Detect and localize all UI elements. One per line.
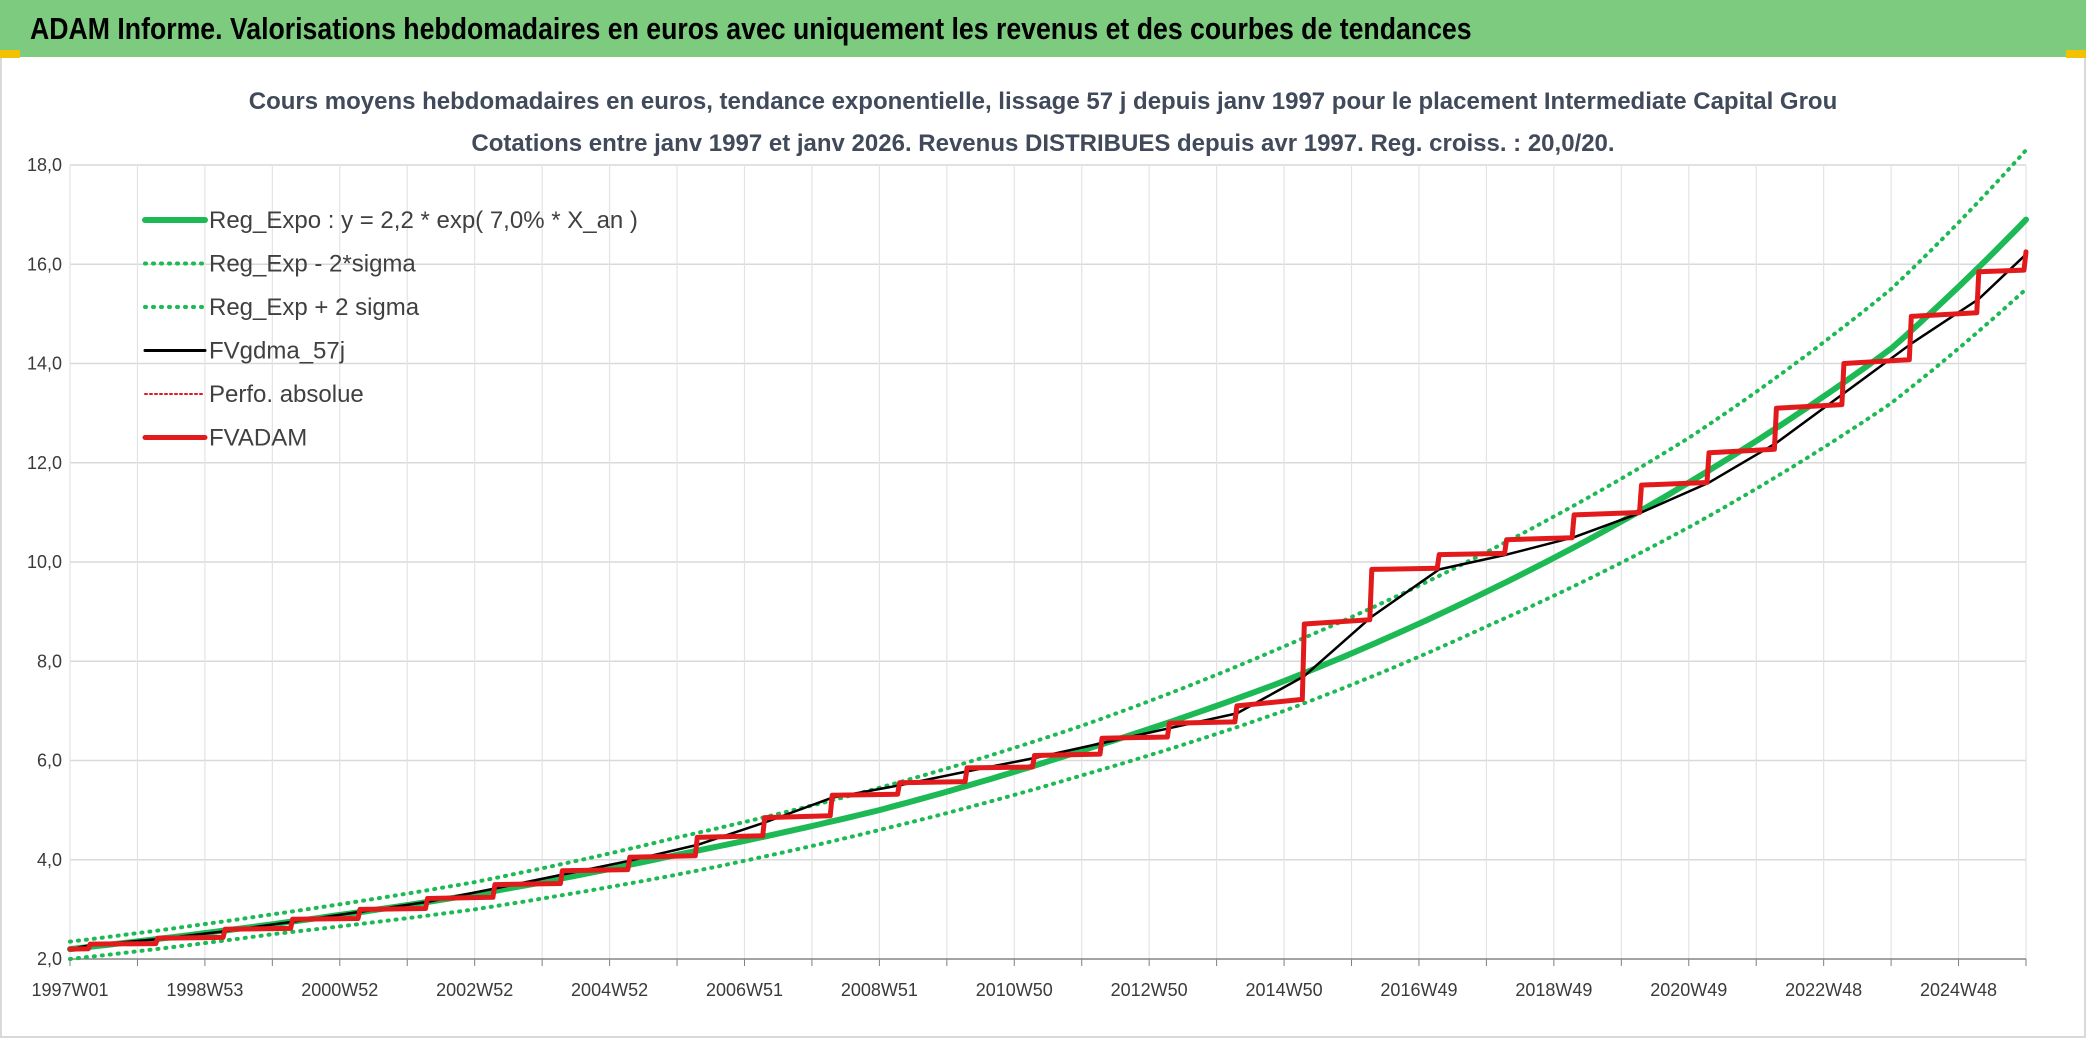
chart-svg: Cours moyens hebdomadaires en euros, ten… [27, 88, 2029, 1000]
legend: Reg_Expo : y = 2,2 * exp( 7,0% * X_an ) R… [142, 207, 638, 452]
chart-subtitle: Cotations entre janv 1997 et janv 2026. … [471, 130, 1614, 157]
legend-label: Reg_Expo : y = 2,2 * exp( 7,0% * X_an ) [209, 207, 638, 234]
x-tick-label: 2004W52 [571, 980, 648, 1000]
x-tick-label: 2024W48 [1920, 980, 1997, 1000]
axis-layer: 2,0 4,0 6,0 8,0 10,0 12,0 14,0 16,0 18,0 1997W01 1… [27, 155, 2027, 1000]
series-line-4 [69, 250, 2027, 951]
series-layer [67, 148, 2029, 961]
y-tick-label: 18,0 [27, 155, 62, 175]
header-accent-left [0, 50, 20, 58]
x-tick-label: 2002W52 [436, 980, 513, 1000]
series-line-0 [67, 216, 2029, 953]
y-tick-label: 2,0 [37, 949, 62, 969]
header-bar: ADAM Informe. Valorisations hebdomadaire… [0, 0, 2086, 57]
x-tick-label: 2018W49 [1515, 980, 1592, 1000]
x-tick-label: 2008W51 [841, 980, 918, 1000]
x-tick-label: 1997W01 [31, 980, 108, 1000]
header-accent-right [2066, 50, 2086, 58]
y-tick-label: 12,0 [27, 453, 62, 473]
grid-layer [69, 164, 2027, 960]
legend-label: FVgdma_57j [209, 338, 345, 365]
chart-title: Cours moyens hebdomadaires en euros, ten… [249, 88, 1838, 115]
x-tick-label: 2012W50 [1111, 980, 1188, 1000]
x-tick-label: 1998W53 [166, 980, 243, 1000]
legend-label: Reg_Exp + 2 sigma [209, 294, 420, 321]
x-tick-label: 2006W51 [706, 980, 783, 1000]
x-tick-label: 2010W50 [976, 980, 1053, 1000]
y-tick-label: 6,0 [37, 751, 62, 771]
y-tick-label: 14,0 [27, 354, 62, 374]
x-tick-label: 2016W49 [1380, 980, 1457, 1000]
y-tick-label: 8,0 [37, 651, 62, 671]
y-tick-label: 4,0 [37, 850, 62, 870]
x-tick-label: 2020W49 [1650, 980, 1727, 1000]
y-tick-label: 16,0 [27, 254, 62, 274]
series-line-3 [68, 253, 2028, 951]
report-title: ADAM Informe. Valorisations hebdomadaire… [30, 11, 1472, 46]
series-line-2 [68, 148, 2028, 944]
x-tick-label: 2000W52 [301, 980, 378, 1000]
x-tick-label: 2014W50 [1246, 980, 1323, 1000]
legend-label: FVADAM [209, 425, 307, 452]
legend-label: Perfo. absolue [209, 381, 364, 408]
x-tick-label: 2022W48 [1785, 980, 1862, 1000]
series-line-5 [67, 249, 2029, 952]
y-tick-label: 10,0 [27, 552, 62, 572]
legend-label: Reg_Exp - 2*sigma [209, 251, 416, 278]
